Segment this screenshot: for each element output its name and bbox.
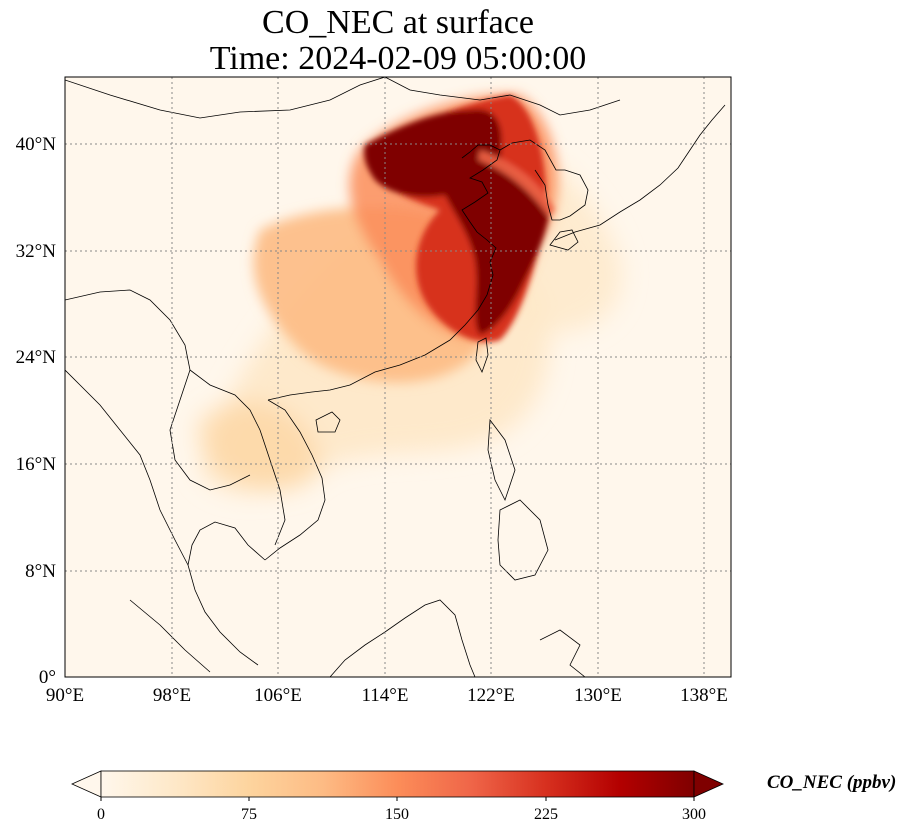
- colorbar-extend-max: [693, 770, 724, 798]
- lat-tick-label: 0°: [38, 667, 56, 688]
- lat-tick-label: 8°N: [25, 561, 56, 582]
- colorbar-gradient: [100, 770, 695, 798]
- lat-tick-label: 24°N: [15, 347, 56, 368]
- lon-tick-label: 98°E: [152, 685, 192, 706]
- gridlines: [65, 77, 731, 677]
- lat-tick-label: 32°N: [15, 241, 56, 262]
- coastline-russia-border: [384, 77, 621, 116]
- lon-tick-label: 122°E: [467, 685, 515, 706]
- colorbar-tick-label: 300: [682, 806, 706, 823]
- coastline-japan: [554, 104, 726, 241]
- coastline-vietnam: [264, 399, 326, 561]
- coastline-thailand-gulf: [187, 521, 266, 666]
- colorbar-label: CO_NEC (ppbv): [767, 772, 897, 793]
- plume-streak-korea: [478, 150, 555, 216]
- coastline-mongolia-border: [65, 77, 386, 119]
- concentration-field: [198, 94, 622, 493]
- coastline-bohai: [461, 144, 501, 159]
- colorbar-extend-min: [71, 770, 102, 798]
- lon-tick-label: 138°E: [680, 685, 728, 706]
- coastline-myanmar: [65, 369, 189, 566]
- coastline-japan-kyushu: [549, 229, 579, 251]
- coastline-korea: [499, 139, 589, 221]
- lon-tick-label: 130°E: [574, 685, 622, 706]
- coastline-hainan: [315, 411, 341, 433]
- coastline-borneo: [329, 599, 476, 677]
- colorbar-tick-label: 0: [97, 806, 105, 823]
- colorbar-tick-label: 75: [241, 806, 257, 823]
- lat-tick-label: 40°N: [15, 134, 56, 155]
- lon-tick-label: 114°E: [361, 685, 409, 706]
- colorbar-tick-label: 225: [534, 806, 558, 823]
- colorbar: [71, 770, 724, 801]
- map-frame: [64, 76, 732, 678]
- coastline-sulawesi: [539, 629, 586, 677]
- map-subtitle: Time: 2024-02-09 05:00:00: [209, 40, 587, 77]
- map-title: CO_NEC at surface: [262, 4, 534, 41]
- lon-tick-label: 90°E: [45, 685, 85, 706]
- plume-light-indochina: [198, 401, 320, 491]
- lat-tick-label: 16°N: [15, 454, 56, 475]
- lon-tick-label: 106°E: [254, 685, 302, 706]
- coastline-philippines: [487, 418, 549, 581]
- border-southeast-asia: [65, 289, 286, 546]
- colorbar-tick-label: 150: [385, 806, 409, 823]
